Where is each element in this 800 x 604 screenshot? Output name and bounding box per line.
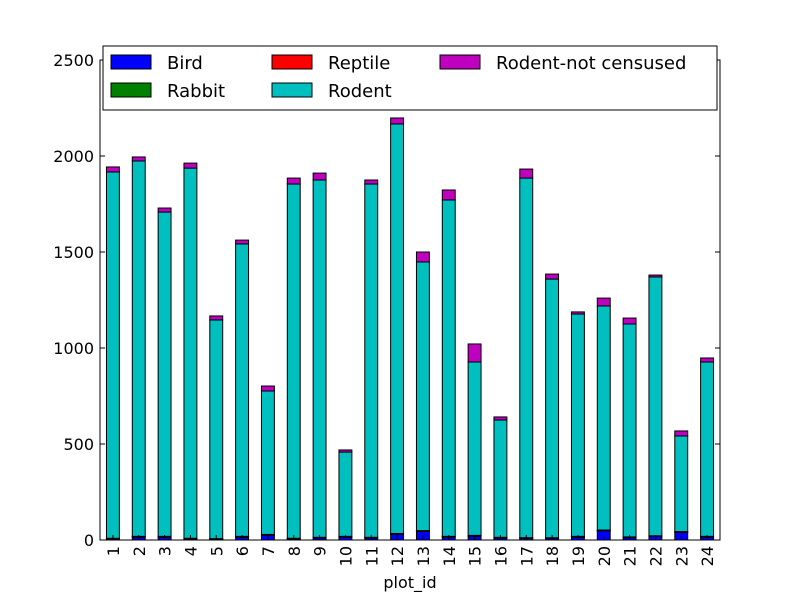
bar-rodent-12 [391, 124, 404, 534]
bar-rodent-19 [571, 314, 584, 536]
y-tick-label: 0 [84, 531, 94, 550]
bar-rodent-not-censused-22 [649, 275, 662, 277]
x-axis-label: plot_id [383, 573, 436, 593]
bar-rodent-not-censused-8 [287, 178, 300, 184]
y-tick-label: 2000 [53, 147, 94, 166]
x-tick-label: 10 [336, 546, 355, 566]
bar-rodent-not-censused-1 [106, 167, 119, 172]
bar-rodent-10 [339, 452, 352, 536]
legend-swatch [440, 55, 480, 69]
bar-rodent-not-censused-12 [391, 118, 404, 124]
x-tick-label: 22 [646, 546, 665, 566]
x-tick-label: 3 [156, 546, 175, 556]
bar-rodent-22 [649, 277, 662, 536]
bar-rodent-not-censused-23 [675, 431, 688, 436]
x-tick-label: 7 [259, 546, 278, 556]
bar-rodent-not-censused-15 [468, 344, 481, 362]
bar-rodent-23 [675, 436, 688, 532]
bar-rodent-16 [494, 420, 507, 537]
x-tick-label: 5 [207, 546, 226, 556]
bar-rodent-1 [106, 172, 119, 538]
bar-rodent-not-censused-24 [701, 358, 714, 362]
bar-rodent-not-censused-2 [132, 157, 145, 161]
bar-rodent-5 [210, 320, 223, 539]
x-tick-label: 18 [543, 546, 562, 566]
y-tick-label: 500 [63, 435, 94, 454]
bar-rodent-4 [184, 168, 197, 538]
legend-label: Rabbit [167, 81, 225, 102]
x-tick-label: 4 [181, 546, 200, 556]
x-tick-label: 9 [311, 546, 330, 556]
bar-rodent-not-censused-19 [571, 312, 584, 314]
bar-rodent-not-censused-10 [339, 450, 352, 452]
x-tick-label: 21 [621, 546, 640, 566]
x-tick-label: 2 [130, 546, 149, 556]
legend: Bird Rabbit Reptile Rodent Rodent-not census… [103, 46, 717, 110]
bar-rodent-not-censused-18 [546, 274, 559, 279]
legend-label: Bird [167, 53, 203, 74]
bar-rodent-7 [261, 391, 274, 534]
y-tick-label: 2500 [53, 51, 94, 70]
legend-label: Reptile [328, 53, 390, 74]
bar-rodent-not-censused-17 [520, 169, 533, 178]
x-tick-label: 13 [414, 546, 433, 566]
bar-rodent-3 [158, 212, 171, 536]
bar-rodent-not-censused-7 [261, 386, 274, 391]
y-tick-label: 1500 [53, 243, 94, 262]
bar-rodent-not-censused-3 [158, 208, 171, 212]
bar-rodent-not-censused-14 [442, 190, 455, 200]
x-tick-label: 20 [595, 546, 614, 566]
bars-layer [106, 118, 713, 540]
legend-swatch [272, 83, 312, 97]
x-tick-label: 8 [285, 546, 304, 556]
x-tick-label: 12 [388, 546, 407, 566]
x-tick-label: 24 [698, 546, 717, 566]
bar-rodent-8 [287, 184, 300, 538]
y-axis: 0 500 1000 1500 2000 2500 [53, 51, 720, 550]
bar-rodent-14 [442, 200, 455, 536]
bar-rodent-21 [623, 324, 636, 537]
bar-rodent-11 [365, 184, 378, 537]
x-tick-label: 19 [569, 546, 588, 566]
bar-rodent-not-censused-20 [597, 298, 610, 306]
bar-rodent-not-censused-21 [623, 318, 636, 324]
x-tick-label: 15 [466, 546, 485, 566]
legend-swatch [272, 55, 312, 69]
bar-rodent-9 [313, 180, 326, 537]
legend-swatch [111, 55, 151, 69]
x-tick-label: 16 [491, 546, 510, 566]
legend-label: Rodent-not censused [496, 53, 686, 74]
bar-rodent-17 [520, 178, 533, 538]
bar-rodent-18 [546, 279, 559, 538]
bar-rodent-2 [132, 161, 145, 536]
bar-rodent-not-censused-5 [210, 316, 223, 320]
bar-rodent-not-censused-4 [184, 163, 197, 168]
bar-rodent-24 [701, 362, 714, 536]
bar-rodent-15 [468, 362, 481, 535]
bar-rodent-not-censused-6 [236, 240, 249, 244]
y-tick-label: 1000 [53, 339, 94, 358]
bar-rodent-not-censused-11 [365, 180, 378, 184]
bar-rodent-6 [236, 244, 249, 536]
legend-swatch [111, 83, 151, 97]
bar-rodent-13 [416, 262, 429, 531]
x-tick-label: 23 [672, 546, 691, 566]
x-tick-label: 1 [104, 546, 123, 556]
x-tick-label: 6 [233, 546, 252, 556]
bar-rodent-not-censused-9 [313, 173, 326, 180]
x-tick-label: 17 [517, 546, 536, 566]
bar-rodent-not-censused-13 [416, 252, 429, 262]
bar-rodent-20 [597, 306, 610, 530]
legend-label: Rodent [328, 81, 392, 102]
x-tick-label: 11 [362, 546, 381, 566]
x-tick-label: 14 [440, 546, 459, 566]
bar-rodent-not-censused-16 [494, 417, 507, 420]
